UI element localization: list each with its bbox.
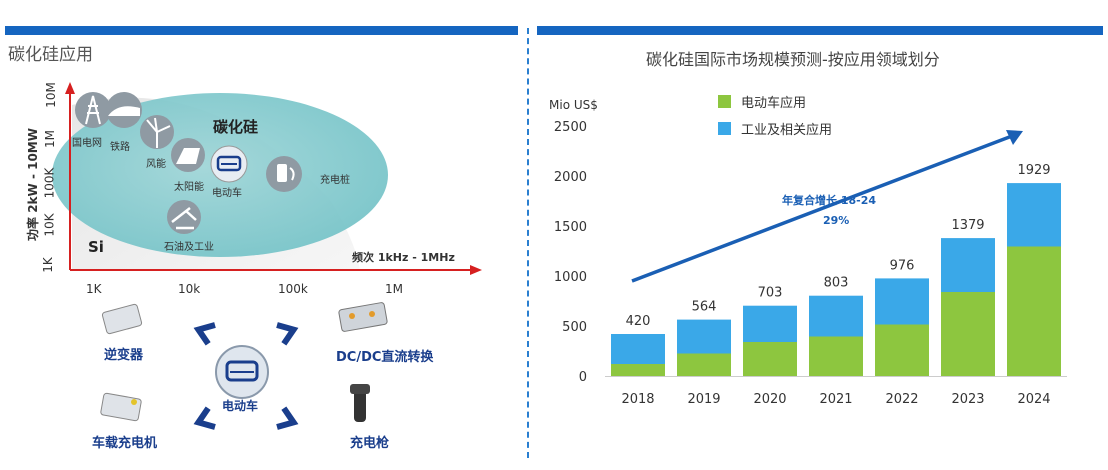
- y-tick-100k: 100K: [42, 167, 57, 199]
- panel-divider: [527, 28, 529, 458]
- y-tick-10m: 10M: [43, 82, 58, 108]
- app-label-solar: 太阳能: [174, 182, 204, 193]
- wind-turbine-icon: [140, 115, 174, 149]
- growth-trend-arrowhead: [1006, 130, 1023, 145]
- bar-ev-2020: [743, 342, 797, 376]
- dcdc-label: DC/DC直流转换: [336, 350, 434, 365]
- inverter-label: 逆变器: [104, 348, 144, 363]
- app-label-industrial: 石油及工业: [164, 242, 214, 253]
- y-tick-label-1500: 1500: [554, 220, 587, 235]
- app-label-rail: 铁路: [110, 142, 130, 153]
- y-axis-label: 功率 2kW - 10MW: [25, 128, 40, 241]
- y-tick-label-2000: 2000: [554, 170, 587, 185]
- bar-industrial-2020: [743, 305, 797, 342]
- y-tick-1m: 1M: [43, 130, 57, 148]
- market-size-bar-chart: 0 500 1000 1500 2000 2500 420 2018 564 2019 703 202…: [554, 120, 1067, 407]
- region-si-label: Si: [88, 238, 104, 256]
- bar-industrial-2018: [611, 334, 665, 364]
- x-tick-label-2023: 2023: [951, 392, 984, 407]
- x-tick-label-2019: 2019: [687, 392, 720, 407]
- bar-ev-2022: [875, 324, 929, 376]
- app-label-ev: 电动车: [212, 188, 242, 199]
- application-range-diagram: [52, 82, 482, 275]
- y-tick-10k: 10K: [42, 213, 57, 237]
- x-tick-label-2021: 2021: [819, 392, 852, 407]
- bar-ev-2021: [809, 336, 863, 376]
- total-label-2018: 420: [626, 314, 651, 329]
- region-sic-label: 碳化硅: [213, 118, 259, 136]
- total-label-2024: 1929: [1017, 163, 1050, 178]
- grid-tower-icon: [75, 92, 111, 128]
- bar-ev-2023: [941, 292, 995, 376]
- bar-industrial-2022: [875, 278, 929, 325]
- onboard-charger-icon: [100, 392, 142, 422]
- y-tick-label-0: 0: [579, 370, 587, 385]
- legend-item-ev: 电动车应用: [718, 92, 832, 111]
- obc-label: 车载充电机: [92, 436, 158, 451]
- x-tick-label-2020: 2020: [753, 392, 786, 407]
- bracket-bottom-left-icon: [193, 406, 216, 430]
- total-label-2021: 803: [824, 276, 849, 291]
- growth-trend-arrow: [631, 134, 1013, 283]
- x-tick-label-2022: 2022: [885, 392, 918, 407]
- bar-industrial-2021: [809, 295, 863, 337]
- legend-swatch-ev: [718, 95, 731, 108]
- y-tick-label-1000: 1000: [554, 270, 587, 285]
- x-tick-10k: 10k: [178, 282, 201, 296]
- bar-industrial-2024: [1007, 183, 1061, 247]
- x-axis-label: 频次 1kHz - 1MHz: [352, 251, 455, 264]
- x-tick-100k: 100k: [278, 282, 308, 296]
- bar-ev-2019: [677, 353, 731, 376]
- app-label-charger: 充电桩: [320, 175, 350, 186]
- chart-legend: 电动车应用 工业及相关应用: [718, 92, 832, 146]
- bar-ev-2024: [1007, 246, 1061, 376]
- x-tick-label-2018: 2018: [621, 392, 654, 407]
- x-tick-1m: 1M: [385, 282, 403, 296]
- bar-industrial-2023: [941, 238, 995, 292]
- bar-ev-2018: [611, 364, 665, 376]
- total-label-2019: 564: [692, 300, 717, 315]
- app-label-wind: 风能: [146, 159, 166, 170]
- solar-panel-icon: [171, 138, 205, 172]
- left-panel-title: 碳化硅应用: [8, 45, 93, 65]
- ev-car-icon: [210, 145, 248, 183]
- y-tick-label-2500: 2500: [554, 120, 587, 135]
- inverter-icon: [101, 303, 143, 335]
- bar-industrial-2019: [677, 319, 731, 354]
- legend-swatch-industrial: [718, 122, 731, 135]
- total-label-2022: 976: [890, 258, 915, 273]
- total-label-2020: 703: [758, 286, 783, 301]
- y-axis-unit-label: Mio US$: [549, 98, 598, 112]
- oil-pump-icon: [167, 200, 201, 234]
- chart-title: 碳化硅国际市场规模预测-按应用领域划分: [646, 50, 940, 69]
- charging-pile-icon: [266, 156, 302, 192]
- y-tick-label-500: 500: [562, 320, 587, 335]
- x-tick-label-2024: 2024: [1017, 392, 1050, 407]
- x-tick-1k: 1K: [86, 282, 102, 296]
- charging-gun-icon: [350, 384, 370, 422]
- dcdc-converter-icon: [338, 302, 388, 332]
- rail-train-icon: [106, 92, 142, 128]
- ev-components-diagram: [100, 302, 388, 430]
- app-label-grid: 国电网: [72, 138, 102, 149]
- bracket-bottom-right-icon: [276, 406, 299, 430]
- center-ev-icon: [215, 345, 269, 399]
- cagr-annotation-line1: 年复合增长 18-24: [782, 194, 877, 207]
- right-header-bar: [537, 26, 1103, 35]
- charging-gun-label: 充电枪: [350, 436, 390, 451]
- legend-label-industrial: 工业及相关应用: [741, 123, 833, 138]
- legend-label-ev: 电动车应用: [741, 96, 807, 111]
- bracket-top-right-icon: [276, 322, 299, 346]
- left-header-bar: [5, 26, 518, 35]
- legend-item-industrial: 工业及相关应用: [718, 119, 832, 138]
- bracket-top-left-icon: [193, 322, 216, 346]
- cagr-annotation-line2: 29%: [823, 214, 850, 227]
- ev-center-label: 电动车: [222, 399, 259, 413]
- y-tick-1k: 1K: [40, 257, 55, 273]
- total-label-2023: 1379: [951, 218, 984, 233]
